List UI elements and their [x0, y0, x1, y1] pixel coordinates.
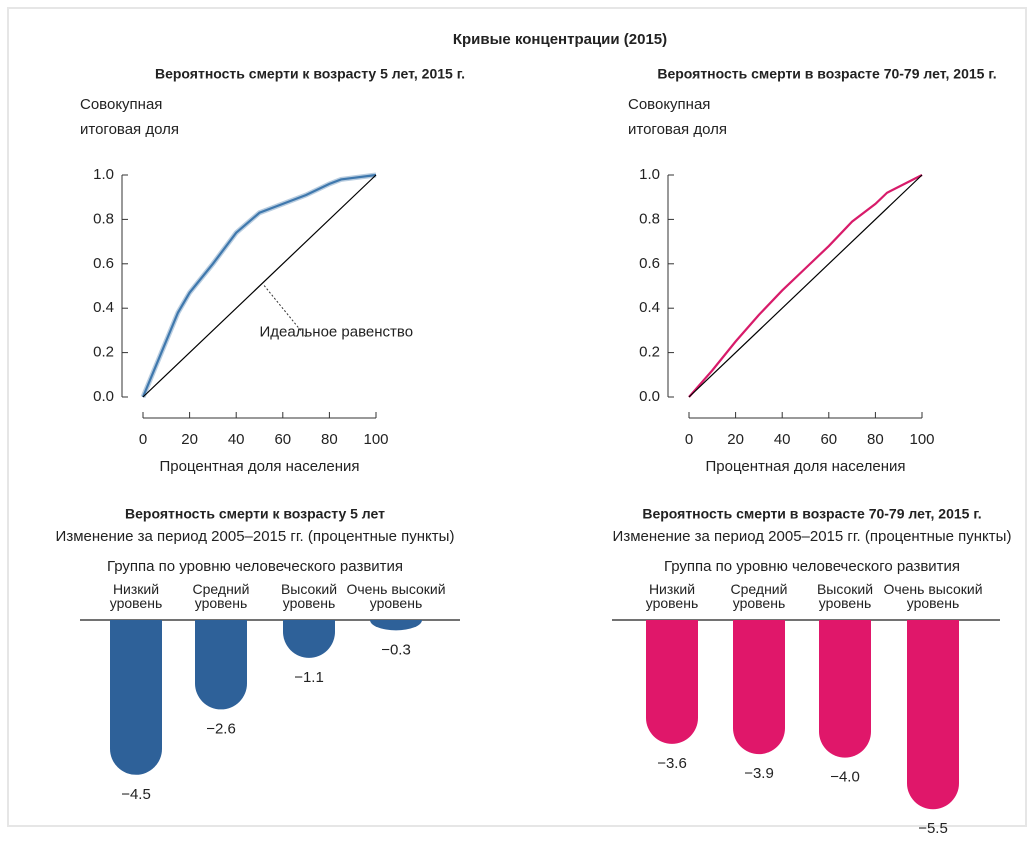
- concentration-curve: [141, 173, 377, 398]
- x-tick-label: 40: [228, 431, 245, 448]
- value-label: −0.3: [381, 641, 411, 658]
- x-tick-label: 20: [727, 431, 744, 448]
- equality-line: [142, 174, 377, 398]
- bar: [907, 620, 959, 810]
- category-label: Средний уровень: [731, 581, 788, 611]
- figure-title: Кривые концентрации (2015): [453, 31, 667, 48]
- y-axis-label: Совокупная итоговая доля: [80, 96, 179, 138]
- value-label: −2.6: [206, 720, 236, 737]
- category-label: Высокий уровень: [817, 581, 873, 611]
- bar: [110, 620, 162, 775]
- group-label: Группа по уровню человеческого развития: [664, 558, 960, 575]
- x-tick-label: 0: [139, 431, 147, 448]
- value-label: −1.1: [294, 669, 324, 686]
- value-label: −5.5: [918, 820, 948, 837]
- bar: [733, 620, 785, 755]
- x-tick-label: 100: [363, 431, 388, 448]
- y-tick-label: 0.2: [639, 344, 660, 361]
- x-tick-label: 100: [909, 431, 934, 448]
- x-tick-label: 60: [274, 431, 291, 448]
- x-tick-label: 20: [181, 431, 198, 448]
- y-tick-label: 0.0: [639, 388, 660, 405]
- category-label: Средний уровень: [193, 581, 250, 611]
- y-tick-label: 0.4: [93, 299, 114, 316]
- category-label: Очень высокий уровень: [883, 581, 982, 611]
- x-tick-label: 40: [774, 431, 791, 448]
- value-label: −3.6: [657, 755, 687, 772]
- x-tick-label: 80: [867, 431, 884, 448]
- group-label: Группа по уровню человеческого развития: [107, 558, 403, 575]
- category-label: Высокий уровень: [281, 581, 337, 611]
- chart-title: Вероятность смерти к возрасту 5 лет, 201…: [155, 66, 465, 82]
- y-tick-label: 0.6: [639, 255, 660, 272]
- y-tick-label: 0.0: [93, 388, 114, 405]
- y-axis-label: Совокупная итоговая доля: [628, 96, 727, 138]
- x-axis-label: Процентная доля населения: [160, 458, 360, 475]
- category-label: Низкий уровень: [110, 581, 163, 611]
- y-tick-label: 0.6: [93, 255, 114, 272]
- chart-title: Вероятность смерти в возрасте 70-79 лет,…: [642, 506, 981, 522]
- y-tick-label: 0.4: [639, 299, 660, 316]
- category-label: Низкий уровень: [646, 581, 699, 611]
- x-axis-label: Процентная доля населения: [706, 458, 906, 475]
- x-tick-label: 80: [321, 431, 338, 448]
- bar: [646, 620, 698, 744]
- annotation: Идеальное равенство: [260, 324, 414, 341]
- bar: [195, 620, 247, 710]
- bar: [819, 620, 871, 758]
- chart-subtitle: Изменение за период 2005–2015 гг. (проце…: [56, 528, 455, 545]
- y-tick-label: 1.0: [639, 166, 660, 183]
- y-tick-label: 0.8: [639, 210, 660, 227]
- equality-line: [688, 174, 923, 398]
- value-label: −3.9: [744, 765, 774, 782]
- y-tick-label: 0.2: [93, 344, 114, 361]
- x-tick-label: 60: [820, 431, 837, 448]
- chart-title: Вероятность смерти в возрасте 70-79 лет,…: [657, 66, 996, 82]
- chart-subtitle: Изменение за период 2005–2015 гг. (проце…: [613, 528, 1012, 545]
- y-tick-label: 0.8: [93, 210, 114, 227]
- value-label: −4.5: [121, 786, 151, 803]
- y-tick-label: 1.0: [93, 166, 114, 183]
- concentration-curve: [688, 174, 923, 398]
- category-label: Очень высокий уровень: [346, 581, 445, 611]
- value-label: −4.0: [830, 769, 860, 786]
- chart-title: Вероятность смерти к возрасту 5 лет: [125, 506, 385, 522]
- bar: [283, 620, 335, 658]
- x-tick-label: 0: [685, 431, 693, 448]
- annotation-leader: [263, 285, 307, 338]
- bar: [370, 620, 422, 631]
